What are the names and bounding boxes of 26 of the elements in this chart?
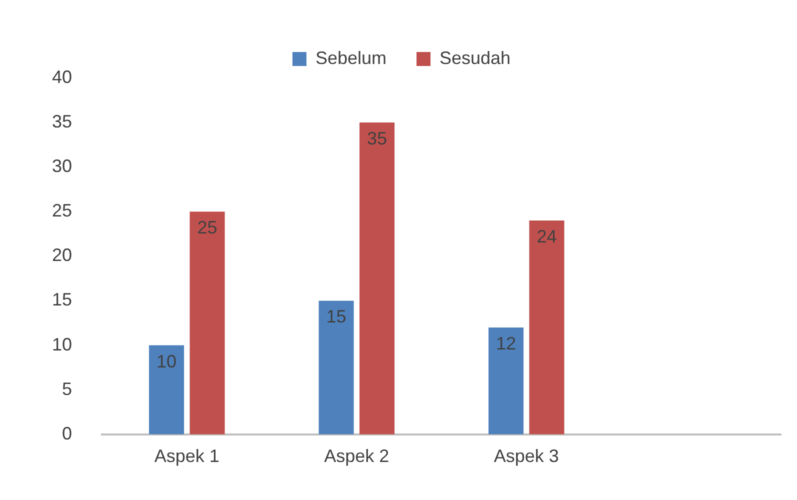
bar <box>149 345 184 434</box>
x-tick-label: Aspek 3 <box>494 446 559 466</box>
y-tick-label: 30 <box>52 156 72 176</box>
y-tick-label: 40 <box>52 66 72 87</box>
legend-label: Sesudah <box>439 48 511 68</box>
y-tick-label: 0 <box>62 423 72 444</box>
data-label: 15 <box>326 306 346 327</box>
x-tick-label: Aspek 1 <box>154 446 220 466</box>
y-tick-label: 10 <box>52 334 72 354</box>
bar <box>190 212 225 434</box>
y-tick-label: 25 <box>52 200 72 221</box>
y-tick-label: 20 <box>52 245 72 266</box>
data-label: 25 <box>197 218 218 238</box>
bar <box>359 122 395 434</box>
y-tick-label: 35 <box>52 112 72 132</box>
y-tick-label: 15 <box>52 290 72 310</box>
data-label: 10 <box>156 351 177 372</box>
legend-label: Sebelum <box>315 48 386 68</box>
x-tick-label: Aspek 2 <box>324 446 390 466</box>
bar <box>529 220 564 434</box>
data-label: 35 <box>366 128 388 149</box>
data-label: 12 <box>496 333 516 354</box>
bar <box>318 300 354 434</box>
bar <box>488 327 524 434</box>
y-tick-label: 5 <box>62 378 72 399</box>
data-label: 24 <box>536 226 557 247</box>
